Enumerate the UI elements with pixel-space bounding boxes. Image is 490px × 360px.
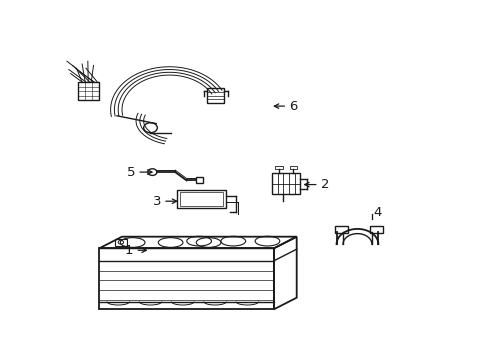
Bar (196, 176, 203, 183)
Bar (335, 226, 347, 233)
Bar (177, 190, 226, 208)
Bar (290, 166, 297, 169)
Bar (180, 192, 223, 206)
Bar (78, 82, 99, 100)
Text: 3: 3 (153, 195, 161, 208)
Text: 1: 1 (124, 244, 133, 257)
Text: 5: 5 (127, 166, 135, 179)
Text: 6: 6 (290, 100, 298, 113)
Text: 4: 4 (373, 206, 381, 219)
Bar (275, 166, 283, 169)
Text: 2: 2 (320, 178, 329, 191)
Bar (370, 226, 383, 233)
Bar (272, 174, 300, 194)
Bar (207, 88, 224, 103)
Bar (115, 239, 127, 246)
